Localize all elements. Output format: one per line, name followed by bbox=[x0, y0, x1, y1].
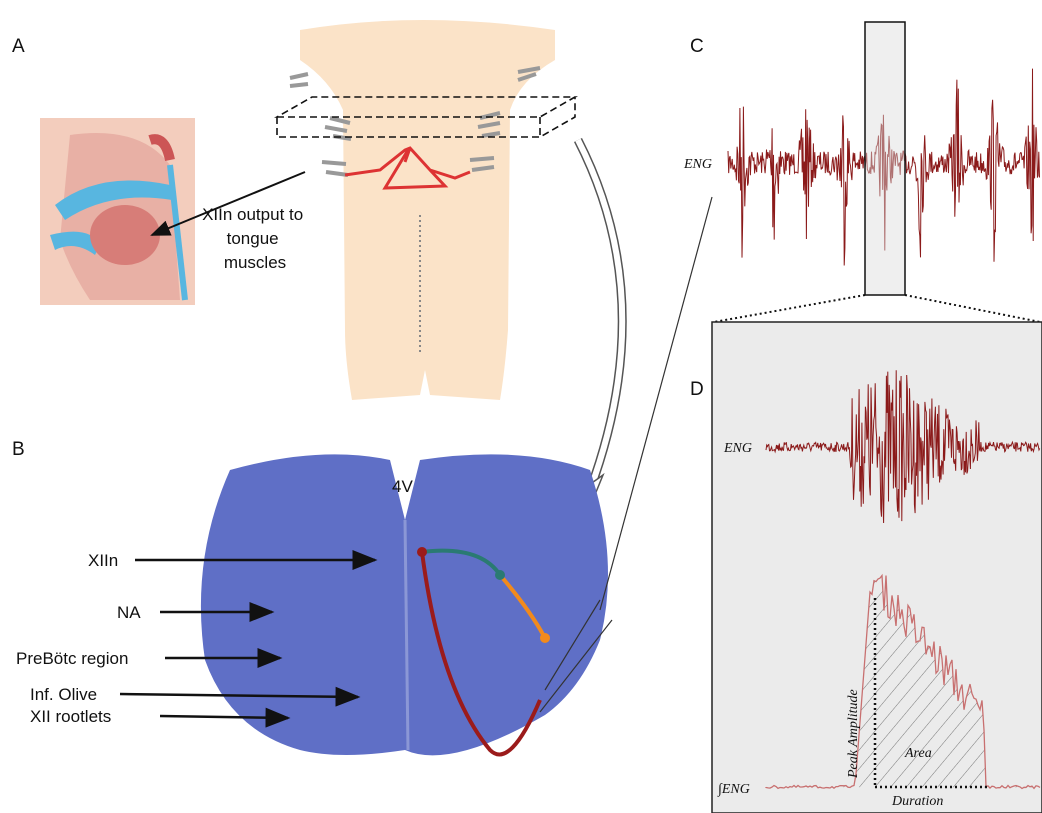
trace-label: ENG bbox=[723, 441, 752, 456]
area-label: Area bbox=[904, 746, 932, 761]
trace-label: ENG bbox=[683, 157, 712, 172]
zoom-box bbox=[865, 22, 905, 295]
brainstem bbox=[300, 20, 555, 400]
node bbox=[540, 633, 550, 643]
region-label: XII rootlets bbox=[30, 707, 111, 726]
panel-label: A bbox=[12, 36, 25, 57]
peak-label: Peak Amplitude bbox=[846, 689, 861, 779]
node bbox=[495, 570, 505, 580]
duration-label: Duration bbox=[891, 794, 943, 809]
annotation: XIIn output to tongue muscles bbox=[202, 205, 308, 272]
figure: A XIIn output to tongue muscles B 4V XII… bbox=[0, 0, 1042, 813]
region-label: XIIn bbox=[88, 551, 118, 570]
panel-label: D bbox=[690, 379, 704, 400]
curved-arrow-inner bbox=[578, 140, 622, 490]
node bbox=[417, 547, 427, 557]
integrated-label: ∫ENG bbox=[717, 782, 750, 797]
annotation-line: tongue bbox=[227, 229, 279, 248]
panel-label: B bbox=[12, 439, 25, 460]
annotation-line: muscles bbox=[224, 253, 286, 272]
ventricle-label: 4V bbox=[392, 477, 413, 496]
section bbox=[201, 454, 608, 755]
zoom-line bbox=[905, 295, 1040, 322]
zoom-line bbox=[714, 295, 865, 322]
panel-label: C bbox=[690, 36, 704, 57]
annotation-line: XIIn output to bbox=[202, 205, 303, 224]
region-label: NA bbox=[117, 603, 141, 622]
region-label: PreBötc region bbox=[16, 649, 128, 668]
region-label: Inf. Olive bbox=[30, 685, 97, 704]
head bbox=[40, 118, 195, 305]
